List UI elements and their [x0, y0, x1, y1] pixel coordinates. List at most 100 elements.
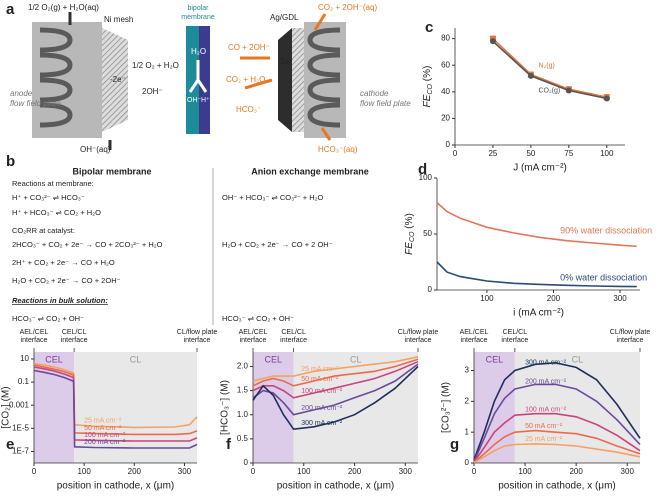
y-tick-label: 40 [441, 87, 450, 96]
series-label: 0% water dissociation [560, 272, 647, 282]
annotation-line: AEL/CEL [20, 329, 49, 336]
panel-label: e [6, 436, 14, 453]
ag-gdl [278, 28, 292, 132]
y-tick-label: 2.0 [237, 362, 249, 371]
x-tick-label: 0 [251, 467, 256, 476]
x-tick-label: 200 [547, 294, 561, 303]
y-axis-title: [CO₂] (M) [1, 386, 12, 428]
series-label: 50 mA cm⁻² [301, 376, 339, 383]
y-axis-title: [CO₃²⁻] (M) [441, 382, 452, 433]
reaction: H₂O + CO₂ + 2e⁻ → CO + 2OH⁻ [12, 276, 121, 285]
label: Ag/GDL [270, 13, 299, 22]
axis [454, 28, 625, 146]
series-label: 300 mA cm⁻² [525, 359, 567, 366]
reaction: HCO₃⁻ ⇌ CO₂ + OH⁻ [12, 314, 84, 323]
subheading: CO₂RR at catalyst: [12, 226, 75, 235]
marker [603, 95, 610, 102]
annotation-line: interface [184, 337, 211, 344]
annotation-line: CEL/CL [62, 329, 87, 336]
annotation: CL/flow plate interface [177, 329, 218, 344]
series-line [436, 202, 637, 248]
series-label: 25 mA cm⁻² [525, 436, 563, 443]
annotation-line: interface [461, 337, 488, 344]
y-axis-title: FECO (%) [422, 66, 434, 108]
label: bipolar [187, 5, 209, 12]
membrane-layer [199, 26, 210, 134]
series-label: 300 mA cm⁻² [301, 420, 343, 427]
annotation-line: interface [21, 337, 48, 344]
series-line [252, 356, 419, 382]
subheading: Reactions at membrane: [12, 179, 94, 188]
y-tick-label: 0 [446, 140, 451, 149]
y-axis-title: [HCO₃⁻] (M) [220, 380, 231, 435]
label: 1/2 O₂ + H₂O [132, 61, 179, 70]
y-axis-title: FECO (%) [404, 213, 416, 255]
annotation-line: CEL/CL [281, 329, 306, 336]
label: flow field plate [10, 99, 61, 108]
label: 1/2 O₂(g) + H₂O(aq) [28, 3, 99, 12]
x-axis-title: position in cathode, x (μm) [277, 481, 394, 492]
y-axis-title-part: (%) [422, 66, 433, 84]
label: OH⁻(aq) [80, 145, 111, 154]
series-line [473, 429, 641, 464]
region-label: CL [350, 354, 362, 364]
label: CO₂ + H₂O [226, 75, 265, 84]
series-label: 25 mA cm⁻² [301, 366, 339, 373]
region-label: CEL [45, 354, 63, 364]
arrow [240, 13, 332, 141]
series-line [252, 365, 419, 431]
x-tick-label: 100 [480, 294, 494, 303]
y-tick-label: 10 [20, 354, 29, 363]
x-tick-label: 200 [569, 467, 583, 476]
label: cathode [360, 89, 389, 98]
y-axis-title-part: CO [409, 231, 416, 242]
x-axis-title: position in cathode, x (μm) [498, 481, 615, 492]
x-tick-label: 100 [77, 467, 91, 476]
arrow [188, 60, 208, 93]
reactions: b Bipolar membrane Anion exchange membra… [6, 153, 369, 325]
annotation: CL/flow plate interface [398, 329, 439, 344]
x-tick-label: 200 [348, 467, 362, 476]
label: Ni mesh [104, 15, 133, 24]
region [74, 352, 197, 463]
series-label: CO₂(g) [538, 88, 560, 95]
y-tick-label: 0 [244, 458, 249, 467]
x-axis-title: i (mA cm⁻²) [513, 308, 564, 319]
marker [527, 72, 534, 79]
reaction: HCO₃⁻ ⇌ CO₂ + OH⁻ [222, 314, 294, 323]
y-tick-label: 1E-5 [12, 423, 29, 432]
heading: Anion exchange membrane [251, 166, 369, 176]
series-label: 50 mA cm⁻² [84, 425, 122, 432]
label: OH⁻ [187, 97, 202, 104]
y-tick-label: 20 [441, 114, 450, 123]
y-axis-title-part: CO [427, 83, 434, 94]
annotation-line: interface [501, 337, 528, 344]
y-tick-label: 0 [428, 285, 433, 294]
y-axis-title-part: (%) [404, 213, 415, 231]
series-line [492, 40, 607, 100]
reaction: OH⁻ + HCO₃⁻ ⇌ CO₃²⁻ + H₂O [222, 193, 324, 202]
label: H⁺ [201, 97, 210, 104]
annotation-line: AEL/CEL [239, 329, 268, 336]
label: CO₂ + 2OH⁻(aq) [318, 3, 377, 12]
annotation-line: CEL/CL [503, 329, 528, 336]
series-line [436, 261, 637, 288]
series-line [473, 443, 641, 464]
series-label: 100 mA cm⁻² [301, 388, 343, 395]
flow-channel [39, 27, 73, 128]
panel-label: g [450, 436, 459, 453]
x-tick-label: 25 [488, 149, 497, 158]
y-tick-label: 0.1 [18, 377, 30, 386]
label: -2e⁻ [110, 75, 126, 84]
series-label: 50 mA cm⁻² [525, 423, 563, 430]
x-tick-label: 75 [564, 149, 573, 158]
label: HCO₃⁻ [236, 105, 261, 114]
series-line [252, 360, 419, 399]
ni-mesh [102, 28, 128, 132]
y-tick-label: 0 [465, 458, 470, 467]
y-axis-title-part: FE [404, 242, 415, 255]
series-label: N₂(g) [538, 62, 554, 69]
y-tick-label: 0.5 [237, 434, 249, 443]
annotation-line: interface [280, 337, 307, 344]
